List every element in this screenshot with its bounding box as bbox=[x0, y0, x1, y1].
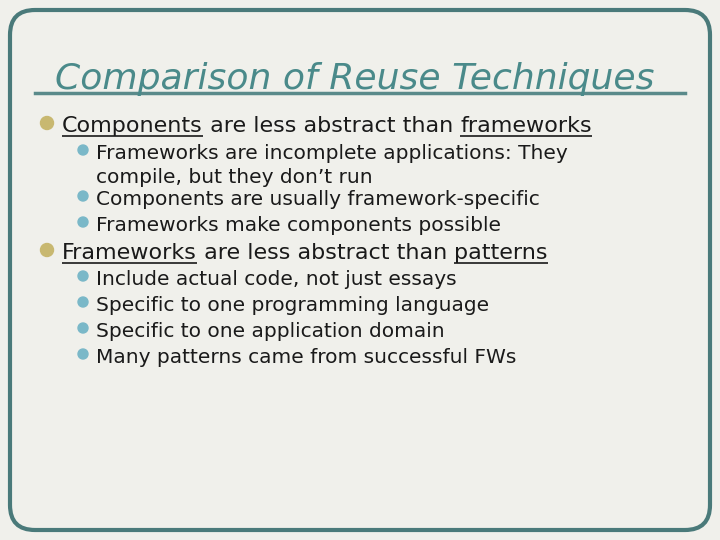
Text: Specific to one programming language: Specific to one programming language bbox=[96, 296, 489, 315]
Text: Components are usually framework-specific: Components are usually framework-specifi… bbox=[96, 190, 540, 209]
Text: Components: Components bbox=[62, 116, 203, 136]
Text: frameworks: frameworks bbox=[460, 116, 592, 136]
Circle shape bbox=[78, 145, 88, 155]
Text: compile, but they don’t run: compile, but they don’t run bbox=[96, 168, 373, 187]
Text: Specific to one application domain: Specific to one application domain bbox=[96, 322, 445, 341]
Circle shape bbox=[78, 349, 88, 359]
Text: are less abstract than: are less abstract than bbox=[203, 116, 460, 136]
Circle shape bbox=[78, 271, 88, 281]
Circle shape bbox=[78, 323, 88, 333]
Text: Frameworks are incomplete applications: They: Frameworks are incomplete applications: … bbox=[96, 144, 568, 163]
Text: Comparison of Reuse Techniques: Comparison of Reuse Techniques bbox=[55, 62, 654, 96]
Text: Frameworks make components possible: Frameworks make components possible bbox=[96, 216, 501, 235]
Circle shape bbox=[40, 244, 53, 256]
Circle shape bbox=[78, 191, 88, 201]
FancyBboxPatch shape bbox=[10, 10, 710, 530]
Text: Include actual code, not just essays: Include actual code, not just essays bbox=[96, 270, 456, 289]
Circle shape bbox=[40, 117, 53, 130]
Text: are less abstract than: are less abstract than bbox=[197, 243, 454, 263]
Circle shape bbox=[78, 297, 88, 307]
Text: Many patterns came from successful FWs: Many patterns came from successful FWs bbox=[96, 348, 516, 367]
Text: patterns: patterns bbox=[454, 243, 548, 263]
Circle shape bbox=[78, 217, 88, 227]
Text: Frameworks: Frameworks bbox=[62, 243, 197, 263]
